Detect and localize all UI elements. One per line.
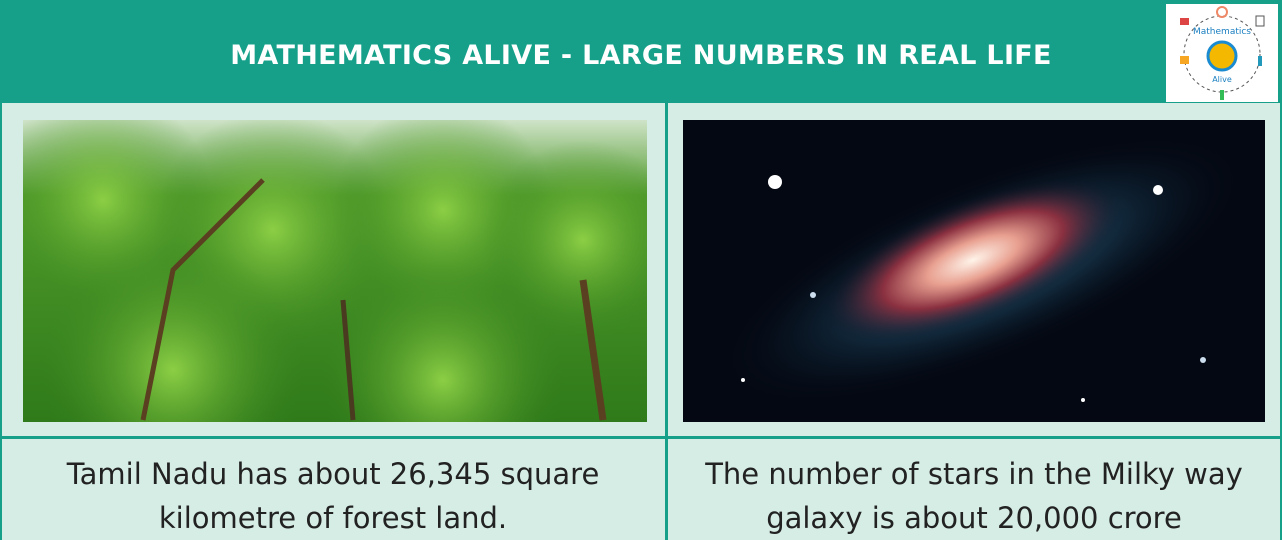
divider: [0, 436, 1282, 439]
caption: Tamil Nadu has about 26,345 square kilom…: [0, 452, 666, 540]
galaxy-image: [683, 120, 1265, 422]
caption-line: The number of stars in the Milky way: [705, 457, 1243, 491]
caption-line: kilometre of forest land.: [158, 501, 508, 535]
header: MATHEMATICS ALIVE - LARGE NUMBERS IN REA…: [0, 0, 1282, 103]
logo-top: Mathematics: [1193, 27, 1251, 37]
divider: [665, 103, 668, 540]
table-frame: [0, 103, 1282, 540]
caption-line: galaxy is about 20,000 crore: [766, 501, 1182, 535]
caption-line: Tamil Nadu has about 26,345 square: [66, 457, 600, 491]
logo-bottom: Alive: [1212, 75, 1232, 84]
caption: The number of stars in the Milky way gal…: [666, 452, 1282, 540]
logo: Mathematics Alive: [1166, 4, 1278, 102]
forest-image: [23, 120, 647, 422]
title: MATHEMATICS ALIVE - LARGE NUMBERS IN REA…: [230, 40, 1052, 71]
